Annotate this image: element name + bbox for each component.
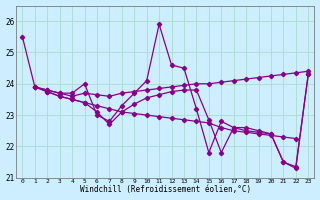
X-axis label: Windchill (Refroidissement éolien,°C): Windchill (Refroidissement éolien,°C) bbox=[80, 185, 251, 194]
